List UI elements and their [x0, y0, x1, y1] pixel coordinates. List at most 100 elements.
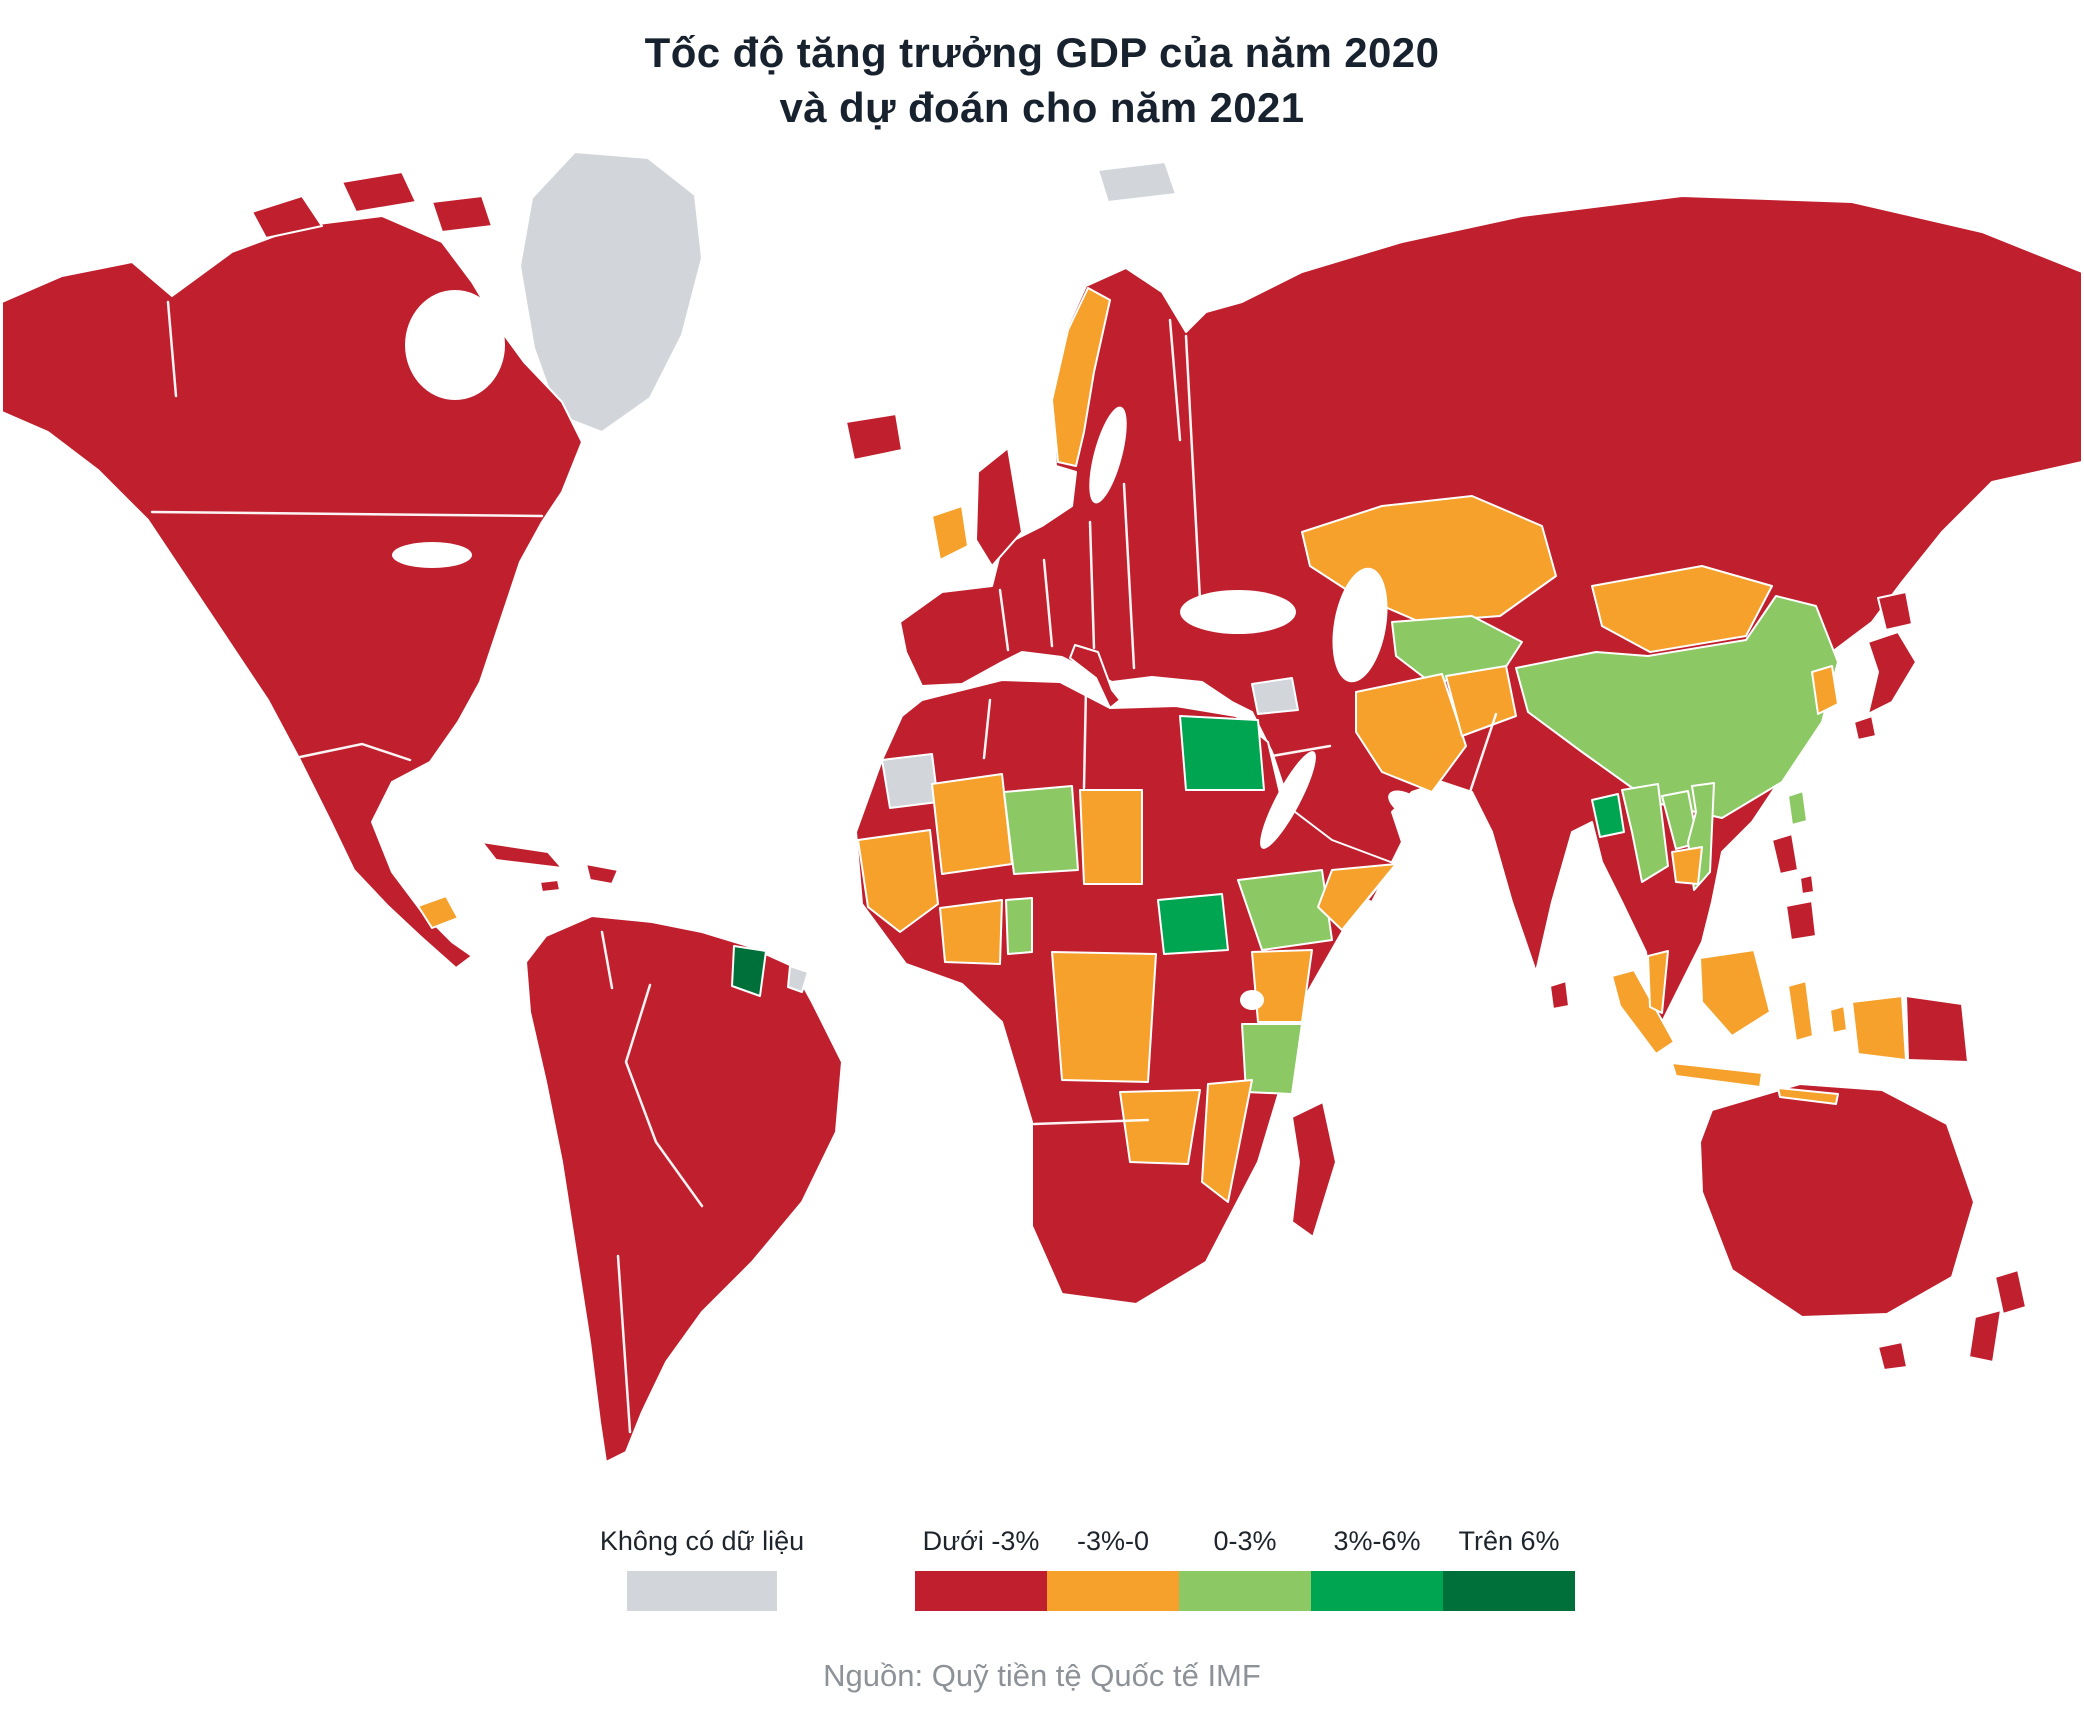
region-taiwan	[1787, 790, 1808, 826]
region-somalia	[1317, 863, 1397, 931]
legend-bins: Dưới -3% -3%-0 0-3% 3%-6% Trên 6%	[915, 1526, 1575, 1611]
japan-hokkaido	[1877, 591, 1913, 631]
japan-honshu	[1867, 631, 1917, 715]
gulf-persian	[1388, 790, 1428, 820]
new-zealand-south-island	[1968, 1309, 2002, 1363]
region-philippines	[1771, 833, 1817, 941]
legend-no-data: Không có dữ liệu	[592, 1526, 812, 1611]
region-bangladesh	[1591, 793, 1625, 838]
legend-bin-label: Dưới -3%	[922, 1526, 1040, 1556]
border-russia-west	[1184, 334, 1202, 602]
region-western-sahara	[881, 753, 939, 809]
region-north-america	[1, 215, 583, 969]
region-kenya	[1251, 949, 1313, 1023]
border-algeria-libya	[1082, 686, 1088, 790]
chart-title-line-2: và dự đoán cho năm 2021	[779, 83, 1305, 131]
region-sri-lanka	[1549, 980, 1570, 1010]
region-jamaica	[539, 879, 561, 893]
border-india-pakistan	[1468, 712, 1498, 794]
region-japan	[1853, 591, 1917, 741]
region-papua-new-guinea	[1905, 995, 1969, 1063]
border-saudi-north	[1270, 744, 1332, 758]
legend-bin-swatch	[1311, 1571, 1443, 1611]
legend-bin-label: Trên 6%	[1458, 1526, 1560, 1556]
legend-bin-label: 3%-6%	[1333, 1526, 1421, 1556]
region-malaysia	[1647, 950, 1669, 1014]
region-tasmania	[1877, 1341, 1908, 1371]
border-morocco-algeria	[982, 698, 992, 760]
region-greenland	[519, 151, 703, 433]
country-borders	[150, 300, 1498, 1434]
lake-victoria	[1240, 990, 1264, 1010]
region-guyana	[731, 945, 767, 997]
philippines-mindanao	[1785, 900, 1817, 941]
region-mongolia	[1591, 565, 1773, 653]
region-dr-congo	[1051, 951, 1157, 1083]
arctic-island	[431, 195, 493, 233]
indonesia-sulawesi	[1787, 980, 1814, 1042]
region-new-zealand	[1968, 1269, 2027, 1363]
region-mali	[931, 773, 1013, 875]
border-angola-namibia	[1032, 1118, 1150, 1126]
border-europe-1	[998, 588, 1010, 652]
region-south-america	[525, 915, 843, 1463]
region-french-guiana	[787, 965, 809, 993]
water-bodies	[392, 290, 1428, 1010]
border-brazil-west	[624, 983, 704, 1208]
legend-bin: Trên 6%	[1443, 1526, 1575, 1611]
region-indonesia	[1611, 949, 1907, 1105]
border-argentina-chile	[616, 1254, 632, 1434]
legend-bin-label: 0-3%	[1213, 1526, 1277, 1556]
region-afghanistan	[1445, 665, 1517, 737]
chart-title-line-1: Tốc độ tăng trưởng GDP của năm 2020	[644, 29, 1440, 76]
region-cambodia	[1671, 846, 1703, 885]
region-niger	[1003, 785, 1079, 875]
border-europe-2	[1042, 558, 1054, 648]
region-hispaniola	[585, 863, 619, 885]
region-zambia-zimbabwe	[1119, 1089, 1201, 1165]
legend-bin-swatch	[1179, 1571, 1311, 1611]
philippines-luzon	[1771, 833, 1799, 875]
region-south-korea	[1811, 665, 1839, 715]
region-norway	[1051, 287, 1111, 467]
arctic-island	[341, 171, 417, 213]
border-alaska-canada	[166, 300, 178, 398]
sea-red	[1260, 751, 1316, 849]
region-senegal-guinea	[857, 829, 939, 933]
arctic-island	[251, 195, 323, 239]
region-benin	[1005, 897, 1033, 955]
sea-caspian	[1332, 567, 1388, 683]
region-iran	[1355, 673, 1467, 793]
source-caption: Nguồn: Quỹ tiền tệ Quốc tế IMF	[823, 1658, 1261, 1693]
region-australia	[1699, 1083, 1975, 1318]
sea-baltic	[1089, 406, 1127, 504]
indonesia-moluccas	[1829, 1005, 1848, 1034]
indonesia-borneo	[1699, 949, 1771, 1037]
sea-black	[1180, 590, 1296, 634]
indonesia-java	[1671, 1062, 1763, 1088]
legend-bin-swatch	[915, 1571, 1047, 1611]
chart-title: Tốc độ tăng trưởng GDP của năm 2020 và d…	[0, 26, 2084, 135]
region-egypt	[1179, 715, 1265, 791]
philippines-visayas	[1799, 874, 1815, 895]
border-scandinavia	[1168, 318, 1182, 442]
legend-bin: -3%-0	[1047, 1526, 1179, 1611]
new-zealand-north-island	[1994, 1269, 2027, 1315]
legend-bin: 0-3%	[1179, 1526, 1311, 1611]
legend-bin-swatch	[1443, 1571, 1575, 1611]
border-us-mexico	[298, 742, 412, 762]
region-chad	[1079, 789, 1143, 885]
border-europe-4	[1122, 482, 1136, 670]
region-south-sudan	[1157, 893, 1229, 955]
region-ireland	[931, 505, 969, 561]
border-europe-3	[1088, 520, 1096, 650]
legend-bin-swatch	[1047, 1571, 1179, 1611]
region-arctic-islands	[251, 171, 493, 239]
border-us-canada	[150, 510, 544, 518]
region-iceland	[845, 413, 903, 461]
region-myanmar	[1621, 783, 1669, 883]
lake-great-lakes	[392, 542, 472, 568]
region-italy	[1069, 644, 1121, 709]
indonesia-sumatra	[1611, 969, 1675, 1055]
